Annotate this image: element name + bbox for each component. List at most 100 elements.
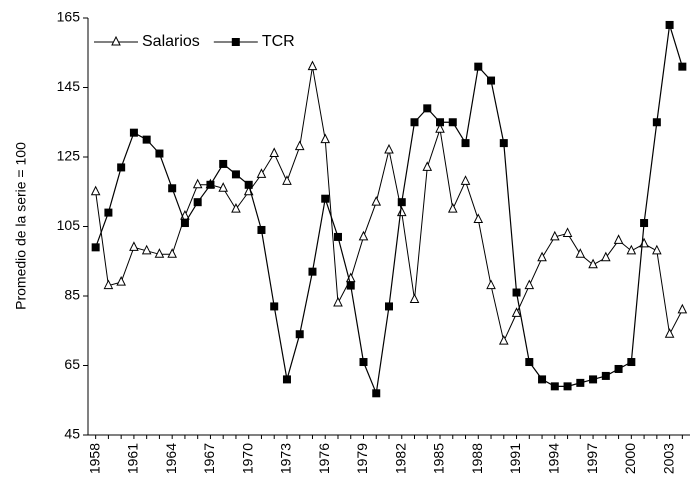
data-point (256, 168, 267, 178)
data-point (447, 203, 458, 213)
data-point (512, 288, 521, 297)
legend-label: TCR (262, 33, 295, 50)
data-point (487, 76, 496, 85)
data-point (410, 118, 419, 127)
data-point (537, 251, 547, 262)
data-point (154, 248, 165, 258)
data-point (511, 307, 522, 317)
y-tick-label: 45 (64, 426, 80, 442)
data-point (460, 175, 471, 185)
x-tick-label: 1976 (316, 443, 332, 474)
data-point (320, 133, 331, 144)
legend-label: Salarios (142, 33, 200, 50)
data-point (665, 20, 674, 29)
data-point (231, 170, 240, 179)
data-point (91, 243, 100, 252)
legend-marker (231, 38, 240, 46)
data-point (448, 118, 457, 127)
data-point (436, 118, 445, 127)
x-tick-label: 1973 (278, 443, 294, 474)
data-point (244, 180, 253, 189)
data-point (524, 279, 535, 290)
data-point (103, 279, 114, 290)
x-tick-label: 1958 (86, 443, 102, 474)
y-axis-label: Promedio de la serie = 100 (13, 142, 29, 310)
data-point (626, 244, 637, 255)
data-point (346, 281, 355, 290)
data-point (652, 244, 662, 255)
data-point (652, 118, 661, 127)
x-tick-label: 1997 (584, 443, 600, 474)
x-tick-label: 1964 (163, 443, 179, 474)
data-point (589, 375, 598, 384)
data-point (155, 149, 164, 158)
x-tick-label: 1994 (546, 443, 562, 474)
data-point (117, 163, 126, 172)
data-point (295, 330, 304, 339)
data-point (269, 147, 280, 158)
data-point (601, 371, 610, 380)
y-tick-label: 65 (64, 356, 80, 372)
y-tick-label: 105 (57, 217, 81, 233)
data-point (473, 213, 484, 224)
data-point (257, 225, 266, 234)
x-tick-label: 2003 (660, 443, 676, 474)
data-point (167, 248, 177, 258)
data-point (639, 237, 649, 248)
data-point (104, 208, 113, 217)
data-point (282, 375, 291, 384)
data-point (461, 139, 470, 148)
data-point (385, 302, 393, 311)
data-point (308, 267, 317, 276)
data-point (677, 303, 688, 314)
data-point (321, 194, 330, 203)
series-line (95, 66, 683, 343)
data-point (562, 227, 573, 237)
data-point (640, 219, 649, 228)
data-point (384, 143, 394, 154)
series-line (95, 24, 683, 396)
data-point (206, 180, 215, 189)
data-point (498, 335, 509, 345)
data-point (180, 219, 189, 228)
data-point (333, 232, 342, 241)
data-point (499, 139, 508, 148)
y-tick-label: 165 (57, 9, 81, 25)
data-point (168, 184, 177, 193)
data-point (141, 244, 152, 255)
data-point (576, 378, 585, 387)
y-tick-label: 125 (57, 148, 81, 164)
x-tick-label: 1982 (392, 443, 408, 474)
data-point (422, 161, 433, 171)
data-point (396, 206, 407, 217)
data-point (231, 203, 241, 213)
data-point (423, 104, 432, 113)
data-point (588, 258, 598, 269)
data-point (371, 196, 382, 206)
data-point (192, 178, 203, 189)
x-tick-label: 1985 (431, 443, 447, 474)
data-point (575, 248, 586, 258)
data-point (563, 382, 572, 391)
data-point (307, 60, 318, 71)
data-point (142, 135, 151, 144)
data-point (116, 275, 126, 286)
data-point (218, 182, 229, 192)
data-point (614, 364, 623, 373)
data-point (678, 62, 687, 71)
data-point (550, 382, 559, 391)
data-point (613, 234, 624, 244)
data-point (282, 175, 292, 185)
data-point (664, 328, 675, 338)
data-point (359, 358, 368, 367)
data-point (397, 198, 406, 207)
data-point (270, 302, 279, 311)
data-point (129, 128, 138, 137)
data-point (372, 389, 381, 398)
x-tick-label: 1979 (354, 443, 370, 474)
data-point (486, 279, 496, 290)
data-point (525, 358, 534, 367)
data-point (129, 241, 139, 251)
x-tick-label: 1991 (507, 443, 523, 474)
